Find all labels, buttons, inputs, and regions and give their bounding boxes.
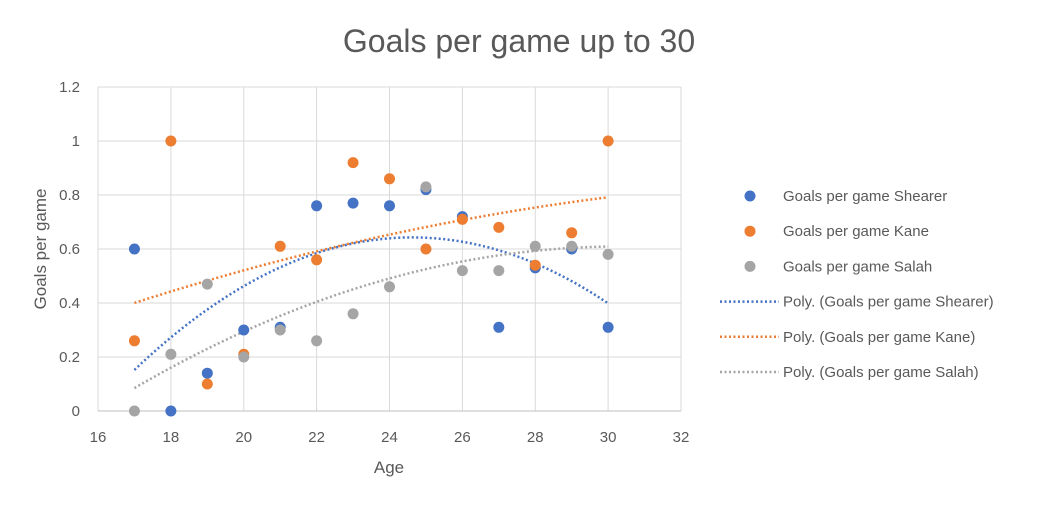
data-point-series-3 [456,265,468,277]
legend-marker [744,225,756,237]
data-point-series-2 [128,335,140,347]
data-point-series-3 [238,351,250,363]
data-point-series-3 [274,324,286,336]
x-tick-label: 22 [308,429,325,446]
data-point-series-1 [493,321,505,333]
data-point-series-2 [165,135,177,147]
legend-label: Poly. (Goals per game Salah) [783,364,979,381]
data-point-series-2 [529,259,541,271]
x-tick-label: 18 [163,429,180,446]
data-point-series-1 [384,200,395,212]
gridlines [97,86,682,412]
data-point-series-3 [347,308,359,320]
data-point-series-3 [420,181,432,193]
legend-label: Goals per game Kane [783,223,929,240]
data-point-series-2 [566,227,578,239]
data-point-series-2 [311,254,323,266]
y-tick-label: 0.2 [59,349,80,366]
data-point-series-2 [384,173,395,185]
data-point-series-1 [165,405,177,417]
x-tick-label: 26 [454,429,471,446]
trendlines [133,196,609,390]
data-point-series-3 [566,240,578,252]
x-tick-label: 28 [527,429,544,446]
data-point-series-1 [238,324,250,336]
trendline-2 [134,196,609,305]
y-tick-label: 0.8 [59,187,80,204]
data-point-series-1 [128,243,140,255]
x-tick-label: 30 [600,429,617,446]
data-point-series-3 [493,265,505,277]
data-point-series-3 [201,278,213,290]
legend: Goals per game Shearer Goals per game Kan… [720,188,994,381]
x-tick-label: 32 [673,429,690,446]
data-point-series-1 [311,200,323,212]
x-tick-label: 16 [90,429,107,446]
data-point-series-2 [420,243,432,255]
data-point-series-2 [274,240,286,252]
y-axis-label: Goals per game [31,189,50,310]
x-tick-label: 24 [381,429,398,446]
legend-label: Poly. (Goals per game Kane) [783,329,975,346]
data-point-series-3 [165,348,177,360]
legend-label: Poly. (Goals per game Shearer) [783,294,994,311]
data-point-series-3 [384,281,395,293]
chart-title: Goals per game up to 30 [343,23,695,59]
data-point-series-3 [529,240,541,252]
data-point-series-3 [311,335,323,347]
data-point-series-1 [602,321,614,333]
data-point-series-3 [602,248,614,260]
y-tick-label: 1.2 [59,79,80,96]
data-point-series-2 [347,157,359,169]
legend-marker [744,190,756,202]
data-point-series-2 [602,135,614,147]
x-axis-label: Age [374,458,404,477]
legend-label: Goals per game Salah [783,258,932,275]
data-point-series-1 [347,197,359,209]
y-tick-label: 1 [72,133,80,150]
trendline-1 [133,236,609,371]
data-point-series-1 [201,367,213,379]
data-point-series-3 [128,405,140,417]
data-point-series-2 [201,378,213,390]
data-point-series-2 [456,213,468,225]
legend-marker [744,260,756,272]
y-tick-label: 0 [72,403,80,420]
legend-label: Goals per game Shearer [783,188,947,205]
axes: 16 18 20 22 24 26 28 30 32 0 0.2 0.4 0.6 0.8 1 1.2 [59,79,689,446]
x-tick-label: 20 [235,429,252,446]
y-tick-label: 0.6 [59,241,80,258]
data-points [128,135,614,417]
y-tick-label: 0.4 [59,295,80,312]
data-point-series-2 [493,221,505,233]
